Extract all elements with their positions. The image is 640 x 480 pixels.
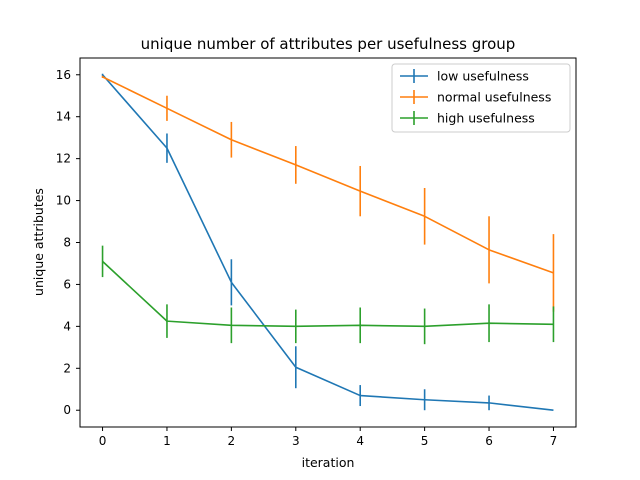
y-axis-label: unique attributes <box>31 188 46 296</box>
x-tick-label-6: 6 <box>485 434 493 448</box>
legend: low usefulness normal usefulness high usef… <box>391 63 571 133</box>
y-tick-label-5: 10 <box>56 194 71 208</box>
legend-label-2: high usefulness <box>437 111 535 126</box>
y-tick-label-0: 0 <box>63 403 71 417</box>
y-tick-label-3: 6 <box>63 277 71 291</box>
chart-title: unique number of attributes per usefulne… <box>141 35 516 53</box>
x-tick-label-3: 3 <box>292 434 300 448</box>
legend-label-0: low usefulness <box>437 69 529 84</box>
legend-label-1: normal usefulness <box>437 90 551 105</box>
y-tick-label-7: 14 <box>56 110 71 124</box>
series-line-2 <box>102 260 554 328</box>
x-tick-label-1: 1 <box>163 434 171 448</box>
y-tick-label-8: 16 <box>56 68 71 82</box>
x-tick-label-0: 0 <box>99 434 107 448</box>
legend-box <box>391 63 571 133</box>
x-tick-label-4: 4 <box>356 434 364 448</box>
series-line-0 <box>101 74 554 412</box>
y-tick-label-6: 12 <box>56 152 71 166</box>
series-line-1 <box>102 76 554 274</box>
y-tick-label-1: 2 <box>63 361 71 375</box>
x-axis: 0 1 2 3 4 5 6 7 <box>99 427 558 448</box>
y-axis: 0 2 4 6 8 10 12 14 16 <box>56 68 80 417</box>
x-tick-label-5: 5 <box>421 434 429 448</box>
y-tick-label-4: 8 <box>63 236 71 250</box>
x-axis-label: iteration <box>302 455 355 470</box>
x-tick-label-2: 2 <box>228 434 236 448</box>
plot-area <box>101 73 555 412</box>
x-tick-label-7: 7 <box>550 434 558 448</box>
y-tick-label-2: 4 <box>63 319 71 333</box>
